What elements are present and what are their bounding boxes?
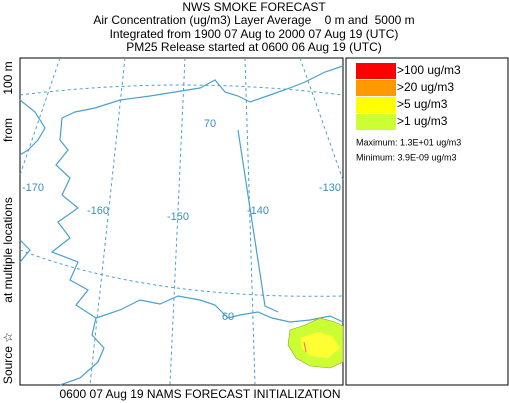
coastline [19, 65, 344, 386]
subtitle: Integrated from 1900 07 Aug to 2000 07 A… [110, 27, 399, 41]
legend-maximum: Maximum: 1.3E+01 ug/m3 [356, 137, 461, 147]
grid-label: -140 [247, 205, 269, 217]
grid-label: -130 [319, 182, 341, 194]
graticule [19, 57, 344, 386]
legend-label: >1 ug/m3 [397, 114, 448, 128]
side-label: 100 m [1, 61, 15, 94]
subtitle: Air Concentration (ug/m3) Layer Average … [93, 13, 414, 27]
title: NWS SMOKE FORECAST [182, 0, 326, 14]
legend-label: >20 ug/m3 [397, 80, 454, 94]
grid-label: -150 [167, 211, 189, 223]
smoke-plume [287, 317, 344, 369]
legend-label: >100 ug/m3 [397, 63, 461, 77]
legend-swatch [356, 114, 396, 130]
side-label: at multiple locations [1, 197, 15, 302]
legend-swatch [356, 80, 396, 96]
subtitle: PM25 Release started at 0600 06 Aug 19 (… [126, 40, 381, 54]
grid-label: 60 [222, 311, 234, 323]
footer: 0600 07 Aug 19 NAMS FORECAST INITIALIZAT… [60, 387, 341, 401]
legend-swatch [356, 97, 396, 113]
grid-label: 70 [204, 118, 216, 130]
legend: >100 ug/m3 >20 ug/m3 >5 ug/m3 >1 ug/m3 [356, 63, 461, 130]
legend-minimum: Minimum: 3.9E-09 ug/m3 [356, 152, 457, 162]
grid-label: -160 [87, 205, 109, 217]
legend-swatch [356, 63, 396, 79]
side-label: Source ☆ [1, 332, 15, 384]
grid-label: -170 [22, 182, 44, 194]
side-label: from [1, 118, 15, 142]
legend-label: >5 ug/m3 [397, 97, 448, 111]
